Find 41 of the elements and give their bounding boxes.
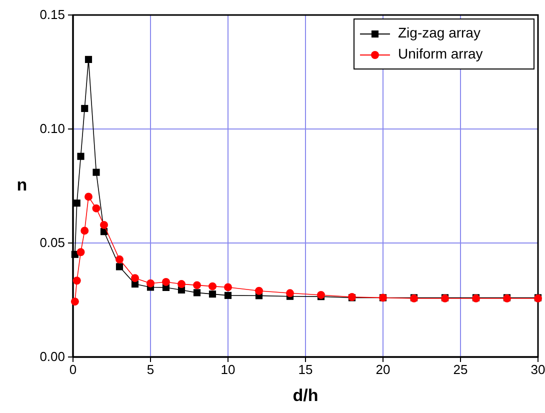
x-tick-label: 20 (376, 362, 390, 378)
point (77, 152, 84, 160)
point (73, 200, 80, 207)
point (255, 286, 263, 295)
point (131, 274, 139, 282)
point (76, 248, 85, 256)
point (70, 298, 79, 306)
x-tick-label: 30 (530, 362, 545, 378)
point (80, 226, 89, 235)
point (100, 221, 108, 229)
point (178, 280, 186, 288)
y-tick-label: 0.05 (40, 235, 65, 250)
legend-label: Zig-zag array (398, 24, 480, 41)
point (81, 104, 88, 112)
x-tick-label: 0 (69, 362, 77, 378)
point (224, 292, 232, 299)
point (84, 56, 92, 63)
point (224, 283, 232, 292)
point (286, 289, 294, 298)
point (84, 192, 92, 201)
x-tick-label: 5 (146, 362, 154, 378)
x-tick-label: 10 (220, 362, 236, 378)
point (193, 289, 201, 296)
point (193, 281, 201, 290)
y-tick-label: 0.15 (40, 7, 65, 22)
y-tick-label: 0.00 (40, 349, 65, 364)
point (162, 278, 170, 286)
legend-label: Uniform array (398, 46, 483, 62)
point (146, 279, 154, 288)
point (72, 276, 81, 285)
point (208, 290, 216, 298)
y-tick-label: 0.10 (40, 121, 65, 136)
point (92, 168, 100, 176)
x-tick-label: 15 (298, 362, 313, 378)
y-axis-title: n (16, 175, 28, 194)
point (208, 282, 216, 290)
point (116, 255, 124, 264)
point (92, 204, 100, 212)
x-tick-label: 25 (453, 362, 468, 378)
x-axis-title: d/h (292, 386, 318, 405)
point (116, 263, 124, 270)
